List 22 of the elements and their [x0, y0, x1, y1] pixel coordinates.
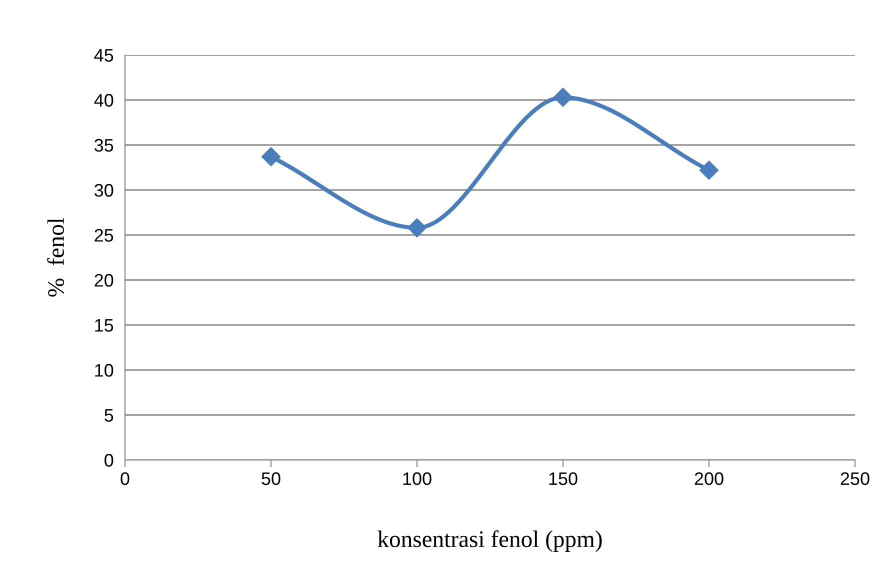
x-tick-label: 200: [694, 472, 724, 486]
point: [553, 88, 573, 107]
y-tick-label: 30: [94, 184, 114, 197]
point: [261, 147, 281, 166]
y-tick-label: 40: [94, 94, 114, 107]
y-axis-title: % fenol: [47, 218, 64, 297]
y-tick-label: 25: [94, 228, 114, 242]
y-tick-label: 0: [104, 454, 114, 467]
x-axis-title: konsentrasi fenol (ppm): [378, 530, 602, 552]
x-tick-label: 150: [549, 472, 578, 486]
point: [407, 218, 427, 238]
x-tick-label: 100: [403, 472, 432, 486]
y-tick-label: 10: [95, 364, 114, 377]
x-tick-label: 0: [120, 472, 130, 486]
y-tick-label: 5: [104, 409, 114, 422]
x-tick-label: 250: [840, 472, 870, 486]
y-tick-label: 20: [94, 274, 114, 287]
y-tick-label: 15: [95, 319, 114, 332]
y-tick-label: 45: [94, 49, 114, 62]
x-tick-label: 50: [262, 472, 280, 486]
y-tick-label: 35: [94, 138, 114, 152]
point: [699, 160, 719, 180]
